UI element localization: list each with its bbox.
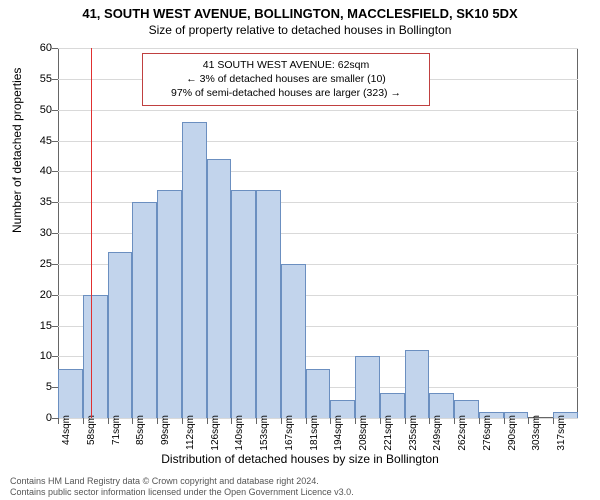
- x-tick: [330, 418, 331, 424]
- y-tick: [52, 110, 58, 111]
- x-tick: [281, 418, 282, 424]
- gridline: [58, 171, 578, 172]
- y-tick: [52, 202, 58, 203]
- histogram-bar: [157, 190, 182, 418]
- x-tick-label: 262sqm: [457, 415, 468, 451]
- y-tick-label: 0: [22, 412, 52, 424]
- x-tick: [182, 418, 183, 424]
- y-tick: [52, 264, 58, 265]
- x-tick: [454, 418, 455, 424]
- title-address: 41, SOUTH WEST AVENUE, BOLLINGTON, MACCL…: [0, 0, 600, 21]
- gridline: [58, 110, 578, 111]
- footnote-line2: Contains public sector information licen…: [10, 487, 354, 498]
- y-axis-label: Number of detached properties: [10, 68, 24, 233]
- x-tick-label: 194sqm: [333, 415, 344, 451]
- title-subtitle: Size of property relative to detached ho…: [0, 21, 600, 37]
- y-tick: [52, 171, 58, 172]
- histogram-bar: [108, 252, 133, 419]
- histogram-bar: [306, 369, 331, 418]
- x-tick-label: 235sqm: [408, 415, 419, 451]
- y-tick-label: 5: [22, 381, 52, 393]
- x-tick: [553, 418, 554, 424]
- x-tick-label: 71sqm: [111, 415, 122, 445]
- x-axis-label: Distribution of detached houses by size …: [0, 452, 600, 466]
- y-tick-label: 40: [22, 165, 52, 177]
- y-tick: [52, 233, 58, 234]
- y-tick-label: 50: [22, 104, 52, 116]
- y-tick: [52, 295, 58, 296]
- y-tick-label: 55: [22, 73, 52, 85]
- x-tick-label: 208sqm: [358, 415, 369, 451]
- x-tick: [256, 418, 257, 424]
- y-tick-label: 60: [22, 42, 52, 54]
- x-tick-label: 44sqm: [61, 415, 72, 445]
- y-tick: [52, 356, 58, 357]
- x-tick-label: 99sqm: [160, 415, 171, 445]
- x-tick-label: 153sqm: [259, 415, 270, 451]
- x-tick-label: 112sqm: [185, 415, 196, 450]
- x-tick-label: 85sqm: [135, 415, 146, 445]
- histogram-bar: [231, 190, 256, 418]
- x-tick-label: 58sqm: [86, 415, 97, 445]
- histogram-bar: [256, 190, 281, 418]
- x-tick: [355, 418, 356, 424]
- x-tick: [58, 418, 59, 424]
- x-tick: [108, 418, 109, 424]
- histogram-bar: [281, 264, 306, 418]
- y-tick-label: 45: [22, 135, 52, 147]
- x-tick: [157, 418, 158, 424]
- footnote-line1: Contains HM Land Registry data © Crown c…: [10, 476, 354, 487]
- x-tick-label: 221sqm: [383, 415, 394, 451]
- x-tick-label: 181sqm: [309, 415, 320, 451]
- x-tick: [306, 418, 307, 424]
- x-tick: [479, 418, 480, 424]
- histogram-bar: [83, 295, 108, 418]
- x-tick-label: 317sqm: [556, 415, 567, 451]
- y-tick-label: 25: [22, 258, 52, 270]
- y-tick: [52, 326, 58, 327]
- histogram-bar: [132, 202, 157, 418]
- info-box: 41 SOUTH WEST AVENUE: 62sqm← 3% of detac…: [142, 53, 430, 106]
- y-tick-label: 15: [22, 320, 52, 332]
- info-box-line: ← 3% of detached houses are smaller (10): [151, 72, 421, 86]
- x-tick: [405, 418, 406, 424]
- info-box-line: 97% of semi-detached houses are larger (…: [151, 86, 421, 100]
- y-tick-label: 30: [22, 227, 52, 239]
- x-tick: [504, 418, 505, 424]
- gridline: [58, 141, 578, 142]
- property-marker-line: [91, 48, 92, 418]
- histogram-bar: [405, 350, 430, 418]
- histogram-bar: [207, 159, 232, 418]
- x-tick: [528, 418, 529, 424]
- y-tick: [52, 141, 58, 142]
- x-tick: [429, 418, 430, 424]
- histogram-bar: [58, 369, 83, 418]
- histogram-chart: 05101520253035404550556044sqm58sqm71sqm8…: [58, 48, 578, 418]
- x-tick: [132, 418, 133, 424]
- x-tick: [83, 418, 84, 424]
- footnote: Contains HM Land Registry data © Crown c…: [10, 476, 354, 498]
- histogram-bar: [182, 122, 207, 418]
- gridline: [58, 48, 578, 49]
- y-tick-label: 35: [22, 196, 52, 208]
- y-tick-label: 20: [22, 289, 52, 301]
- histogram-bar: [355, 356, 380, 418]
- x-tick-label: 276sqm: [482, 415, 493, 451]
- x-tick: [380, 418, 381, 424]
- x-tick: [231, 418, 232, 424]
- info-box-line: 41 SOUTH WEST AVENUE: 62sqm: [151, 58, 421, 72]
- x-tick-label: 126sqm: [210, 415, 221, 451]
- x-tick: [207, 418, 208, 424]
- x-tick-label: 140sqm: [234, 415, 245, 451]
- x-tick-label: 303sqm: [531, 415, 542, 451]
- x-tick-label: 249sqm: [432, 415, 443, 451]
- y-tick: [52, 79, 58, 80]
- y-tick-label: 10: [22, 350, 52, 362]
- y-tick: [52, 48, 58, 49]
- x-tick-label: 290sqm: [507, 415, 518, 451]
- x-tick-label: 167sqm: [284, 415, 295, 451]
